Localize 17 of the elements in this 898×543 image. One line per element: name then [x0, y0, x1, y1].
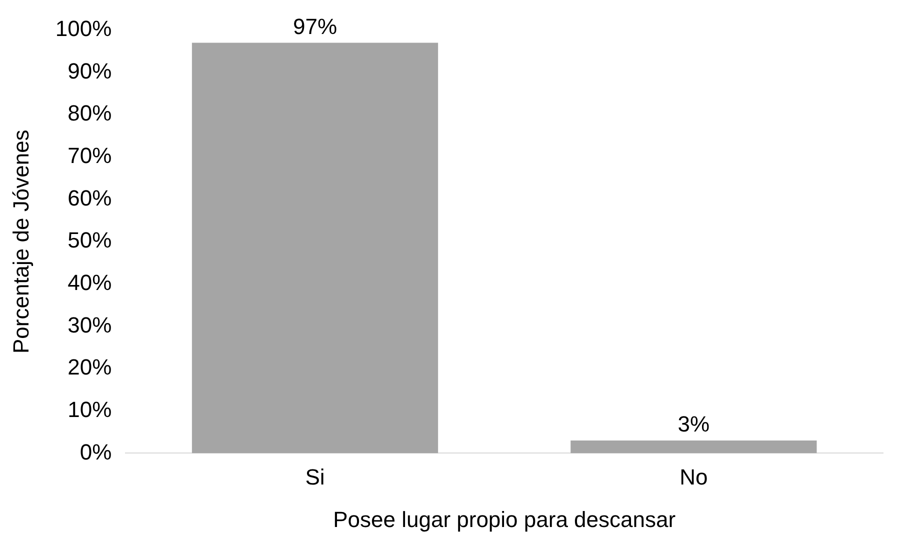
- y-tick-label: 90%: [68, 58, 112, 84]
- y-tick-label: 60%: [68, 185, 112, 210]
- y-tick-label: 80%: [68, 100, 112, 126]
- x-tick-label: Si: [305, 464, 325, 490]
- y-tick-label: 40%: [68, 270, 112, 295]
- data-label: 3%: [678, 412, 710, 437]
- x-tick-label: No: [680, 464, 708, 490]
- y-tick-label: 30%: [68, 312, 112, 338]
- data-label: 97%: [292, 14, 338, 39]
- y-tick-label: 0%: [80, 439, 112, 464]
- y-tick-label: 10%: [68, 396, 112, 422]
- y-tick-label: 100%: [55, 16, 112, 42]
- y-axis-title: Porcentaje de Jóvenes: [8, 130, 34, 354]
- x-axis-title: Posee lugar propio para descansar: [333, 506, 676, 532]
- y-tick-label: 20%: [68, 354, 112, 380]
- y-tick-label: 50%: [68, 228, 112, 253]
- y-tick-label: 70%: [68, 143, 112, 168]
